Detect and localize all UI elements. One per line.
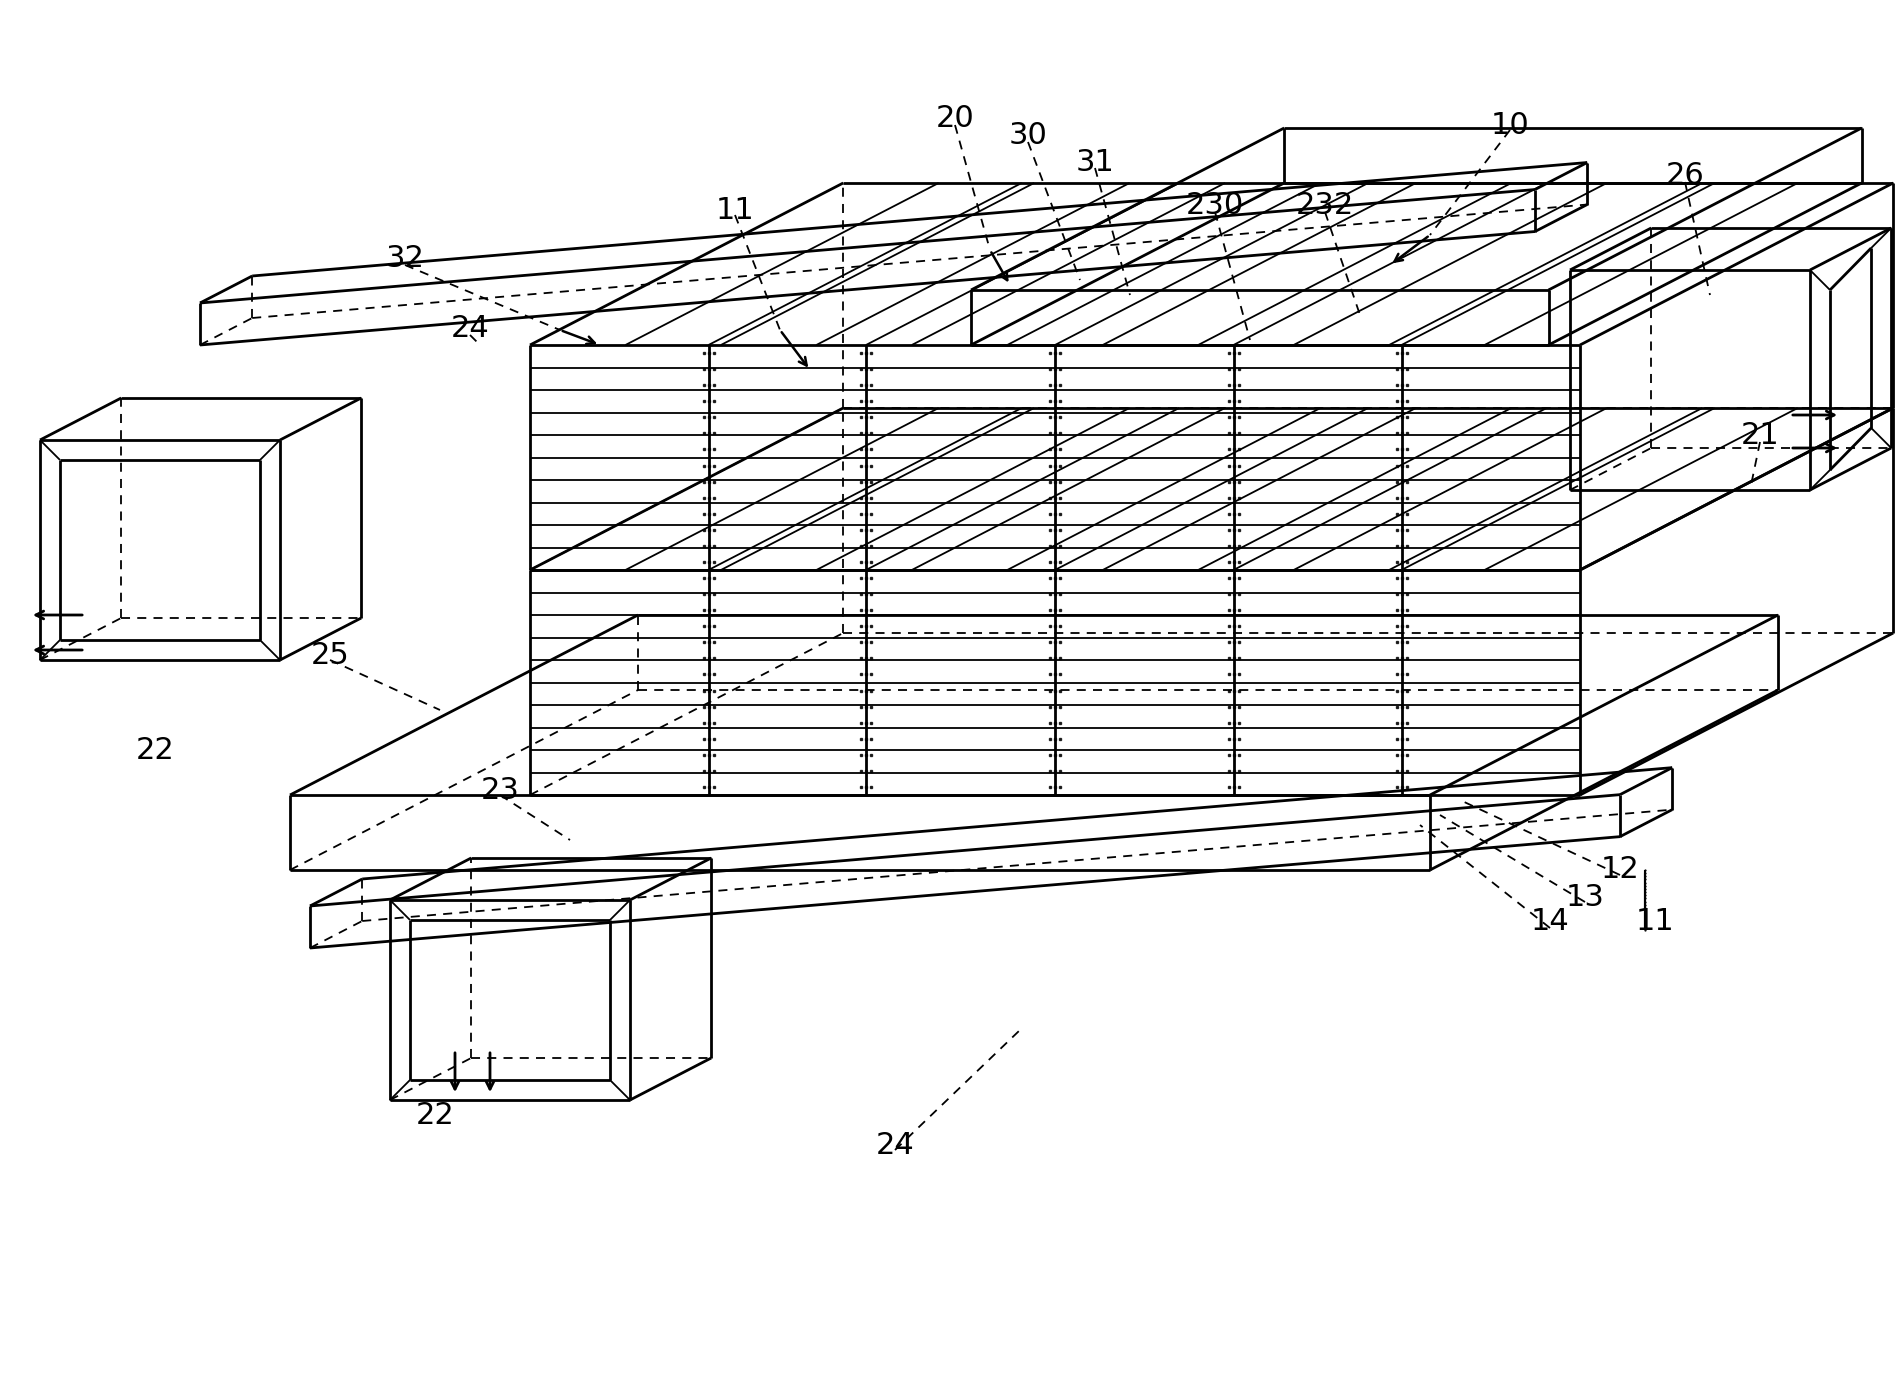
Text: 24: 24 [876,1131,914,1160]
Text: 13: 13 [1566,882,1604,911]
Text: 14: 14 [1530,907,1570,936]
Text: 11: 11 [1635,907,1675,936]
Text: 21: 21 [1741,420,1779,449]
Text: 32: 32 [386,243,424,272]
Text: 232: 232 [1296,191,1354,220]
Text: 25: 25 [310,641,350,670]
Text: 22: 22 [135,736,175,765]
Text: 31: 31 [1076,148,1114,177]
Text: 23: 23 [481,776,519,805]
Text: 30: 30 [1009,120,1047,149]
Text: 10: 10 [1490,110,1530,139]
Text: 11: 11 [715,196,755,225]
Text: 230: 230 [1186,191,1243,220]
Text: 20: 20 [935,104,975,133]
Text: 22: 22 [416,1101,454,1130]
Text: 26: 26 [1665,160,1705,189]
Text: 12: 12 [1601,855,1639,884]
Text: 24: 24 [451,313,489,342]
